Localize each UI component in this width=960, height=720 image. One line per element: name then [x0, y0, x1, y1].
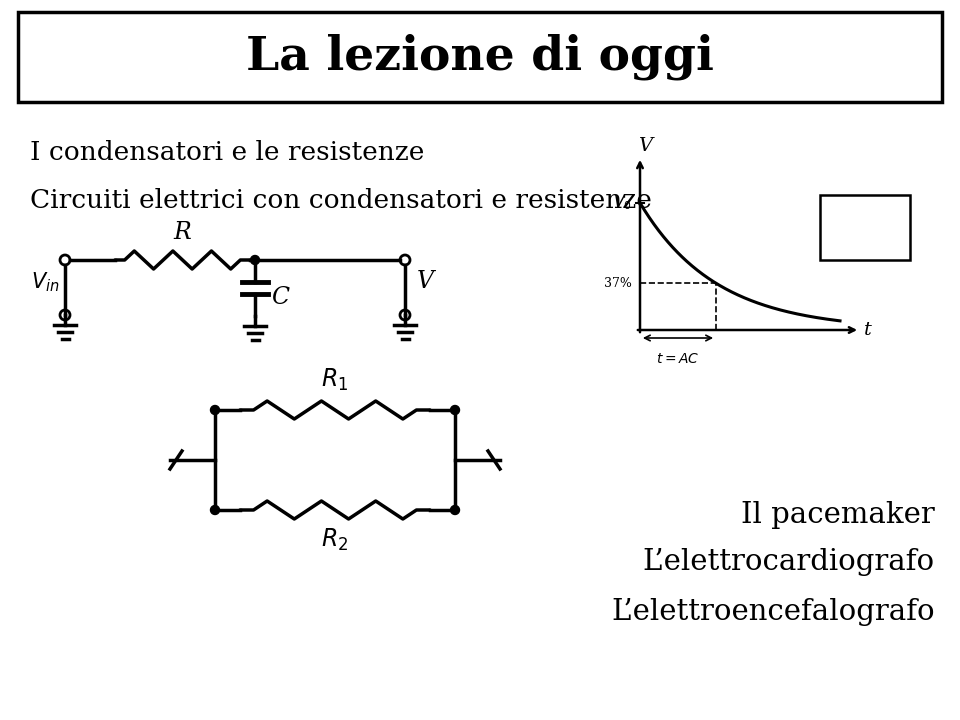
Text: $R_1$: $R_1$ — [322, 366, 348, 393]
Text: R: R — [174, 221, 191, 244]
Text: 37%: 37% — [604, 276, 632, 289]
Text: Il pacemaker: Il pacemaker — [741, 501, 935, 529]
Circle shape — [210, 405, 220, 415]
Bar — [18, 12, 942, 102]
Text: $V_0$: $V_0$ — [613, 194, 632, 212]
Circle shape — [450, 405, 460, 415]
Circle shape — [210, 505, 220, 515]
Circle shape — [450, 505, 460, 515]
Text: I condensatori e le resistenze: I condensatori e le resistenze — [30, 140, 424, 164]
Text: t: t — [864, 321, 872, 339]
Text: La lezione di oggi: La lezione di oggi — [246, 34, 714, 80]
Text: C: C — [271, 287, 289, 310]
Text: $t = AC$: $t = AC$ — [657, 352, 700, 366]
Text: V: V — [417, 271, 434, 294]
Text: Circuiti elettrici con condensatori e resistenze: Circuiti elettrici con condensatori e re… — [30, 187, 652, 212]
Text: L’elettroencefalografo: L’elettroencefalografo — [612, 598, 935, 626]
Text: $V_{in}$: $V_{in}$ — [32, 270, 60, 294]
Text: $R_2$: $R_2$ — [322, 527, 348, 553]
Text: L’elettrocardiografo: L’elettrocardiografo — [643, 548, 935, 576]
Bar — [820, 195, 910, 260]
Circle shape — [251, 256, 259, 264]
Text: V: V — [638, 137, 652, 155]
